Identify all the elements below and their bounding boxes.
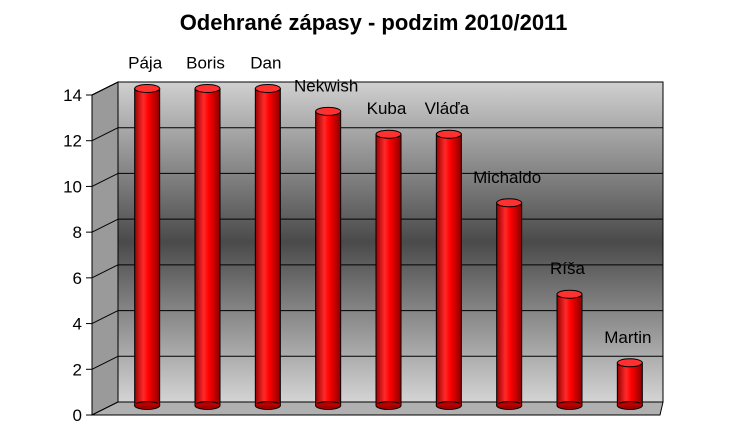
bar-category-label: Vláďa bbox=[425, 99, 470, 118]
bar-body bbox=[616, 362, 643, 406]
bar bbox=[496, 198, 523, 410]
bar-base-join bbox=[255, 403, 280, 406]
bar-body bbox=[315, 110, 342, 406]
gridline-side bbox=[91, 355, 119, 370]
bar-category-label: Martin bbox=[604, 328, 651, 347]
bar-base-join bbox=[436, 403, 461, 406]
bar-category-label: Ríša bbox=[550, 259, 586, 278]
bar-base-join bbox=[557, 403, 582, 406]
bar bbox=[435, 129, 462, 410]
bar-series bbox=[134, 84, 643, 410]
bar-category-label: Dan bbox=[250, 54, 281, 73]
bar-body bbox=[556, 293, 583, 407]
bar-body bbox=[254, 88, 281, 406]
bar-top bbox=[254, 84, 281, 93]
y-tick-label: 14 bbox=[63, 86, 82, 105]
bar-base-join bbox=[195, 403, 220, 406]
bar bbox=[556, 289, 583, 410]
y-tick-label: 12 bbox=[63, 132, 82, 151]
bar-base-join bbox=[617, 403, 642, 406]
bar-body bbox=[375, 133, 402, 406]
bar-top bbox=[616, 358, 643, 368]
bar bbox=[616, 358, 643, 410]
bar-base-join bbox=[497, 403, 522, 406]
bar-top bbox=[375, 129, 402, 139]
bar-labels: Pája Boris Dan Nekwish Kuba Vláďa Michaldo Ríša… bbox=[128, 54, 651, 347]
bar-body bbox=[194, 88, 221, 406]
bar bbox=[194, 84, 221, 410]
chart-side-wall bbox=[91, 81, 119, 416]
y-tick-label: 8 bbox=[73, 223, 82, 242]
bar-base-join bbox=[135, 403, 160, 406]
bar-base-join bbox=[376, 403, 401, 406]
bar bbox=[315, 106, 342, 410]
bar-category-label: Nekwish bbox=[294, 76, 358, 95]
gridline-side bbox=[91, 172, 119, 187]
bar-top bbox=[556, 289, 583, 299]
bar-body bbox=[134, 88, 161, 406]
gridline-side bbox=[91, 218, 119, 233]
gridline-side bbox=[91, 81, 119, 96]
bar-category-label: Michaldo bbox=[473, 168, 541, 187]
chart-title: Odehrané zápasy - podzim 2010/2011 bbox=[179, 10, 568, 35]
gridline-side bbox=[91, 127, 119, 142]
bar-top bbox=[194, 84, 221, 93]
bar-body bbox=[435, 133, 462, 406]
bar-category-label: Boris bbox=[186, 54, 225, 73]
gridline-side bbox=[91, 264, 119, 279]
y-tick-label: 0 bbox=[73, 406, 82, 425]
y-tick-label: 6 bbox=[73, 269, 82, 288]
bar bbox=[254, 84, 281, 410]
bar-category-label: Pája bbox=[128, 54, 163, 73]
bar-top bbox=[315, 106, 342, 116]
gridline-side bbox=[91, 310, 119, 325]
y-tick-label: 10 bbox=[63, 177, 82, 196]
bar bbox=[375, 129, 402, 410]
bar-top bbox=[496, 198, 523, 208]
y-tick-label: 4 bbox=[73, 315, 82, 334]
bar-category-label: Kuba bbox=[367, 99, 407, 118]
bar-top bbox=[134, 84, 161, 93]
bar-top bbox=[435, 129, 462, 139]
bar-base-join bbox=[316, 403, 341, 406]
y-tick-label: 2 bbox=[73, 360, 82, 379]
bar bbox=[134, 84, 161, 410]
y-axis: 0 2 4 6 8 10 12 14 bbox=[63, 86, 93, 425]
bar-body bbox=[496, 202, 523, 406]
